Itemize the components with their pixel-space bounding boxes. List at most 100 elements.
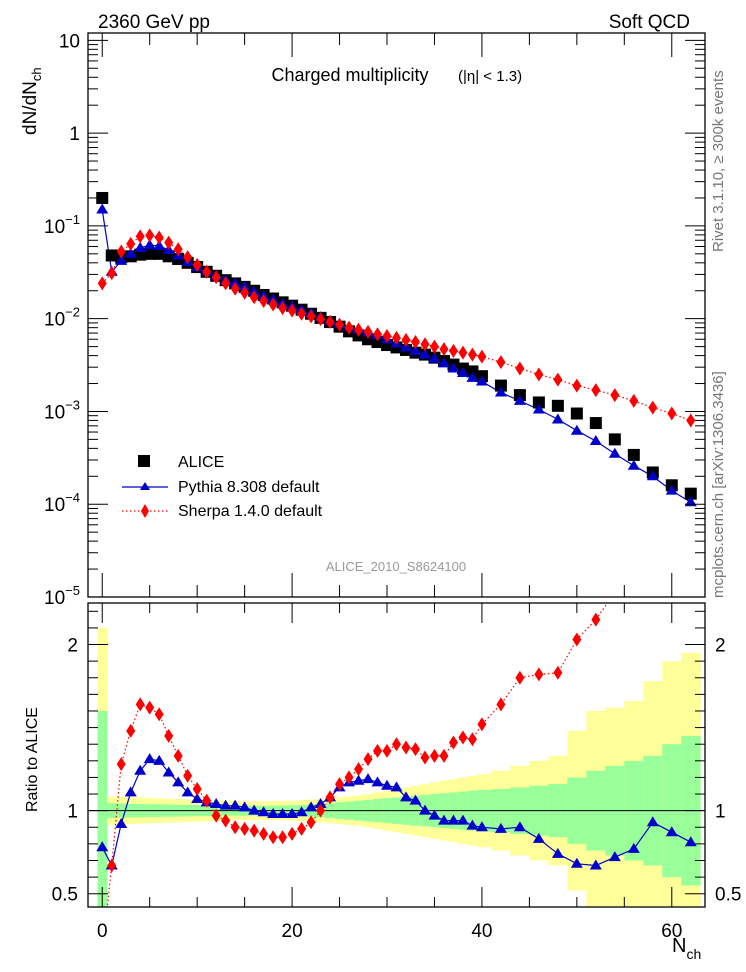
energy-label: 2360 GeV pp bbox=[98, 12, 210, 33]
main-point-pythia bbox=[608, 447, 621, 458]
main-point-sherpa bbox=[629, 393, 639, 408]
main-point-alice bbox=[551, 399, 564, 412]
ratio-panel: 0.5 0.51 12 20 20 40 60 Ratio to ALICE Nch bbox=[24, 602, 741, 962]
ratio-point-pythia bbox=[295, 806, 308, 817]
legend-item-alice: ALICE bbox=[138, 454, 224, 471]
main-point-pythia bbox=[589, 435, 602, 446]
main-point-pythia bbox=[665, 484, 678, 495]
ratio-point-pythia bbox=[570, 857, 583, 868]
ratio-point-pythia bbox=[276, 807, 289, 818]
xtick-label: 0 bbox=[97, 921, 108, 942]
main-point-pythia bbox=[447, 362, 460, 373]
ratio-frame bbox=[87, 602, 706, 908]
ratio-point-sherpa bbox=[164, 728, 174, 743]
main-point-alice bbox=[627, 448, 640, 461]
ratio-point-pythia bbox=[210, 798, 223, 809]
ratio-point-sherpa bbox=[382, 743, 392, 758]
main-point-pythia bbox=[466, 371, 479, 382]
main-point-alice bbox=[143, 247, 156, 260]
main-point-pythia bbox=[96, 203, 109, 214]
main-ytick-label: 10 bbox=[59, 31, 80, 52]
main-point-sherpa bbox=[363, 324, 373, 339]
ratio-point-sherpa bbox=[202, 793, 212, 808]
ratio-point-pythia bbox=[627, 842, 640, 853]
main-point-sherpa bbox=[373, 327, 383, 342]
ratio-point-sherpa bbox=[344, 770, 354, 785]
ratio-point-sherpa bbox=[183, 768, 193, 783]
xlabel: Nch bbox=[672, 935, 701, 962]
ratio-point-sherpa bbox=[154, 707, 164, 722]
main-point-sherpa bbox=[192, 257, 202, 272]
ratio-point-sherpa bbox=[401, 740, 411, 755]
ratio-point-pythia bbox=[248, 804, 261, 815]
ratio-point-pythia bbox=[456, 814, 469, 825]
ratio-ytick-label: 1 bbox=[67, 802, 78, 823]
main-ytick-label: 10−4 bbox=[44, 490, 80, 516]
main-point-sherpa bbox=[667, 406, 677, 421]
ratio-point-pythia bbox=[494, 822, 507, 833]
main-point-sherpa bbox=[145, 228, 155, 243]
legend-marker-diamond bbox=[141, 504, 149, 518]
ratio-point-sherpa bbox=[429, 748, 439, 763]
ratio-point-sherpa bbox=[316, 803, 326, 818]
main-point-pythia bbox=[627, 459, 640, 470]
ratio-point-pythia bbox=[684, 836, 697, 847]
main-point-alice bbox=[494, 379, 507, 392]
ratio-point-sherpa bbox=[249, 823, 259, 838]
main-point-sherpa bbox=[410, 335, 420, 350]
main-point-sherpa bbox=[325, 315, 335, 330]
main-point-alice bbox=[466, 365, 479, 378]
ratio-point-pythia bbox=[362, 773, 375, 784]
ratio-point-sherpa bbox=[467, 732, 477, 747]
main-point-sherpa bbox=[164, 235, 174, 250]
ratio-point-pythia bbox=[608, 851, 621, 862]
ratio-point-pythia bbox=[257, 806, 270, 817]
main-point-sherpa bbox=[297, 306, 307, 321]
ratio-point-sherpa bbox=[306, 815, 316, 830]
main-point-sherpa bbox=[173, 242, 183, 257]
main-point-sherpa bbox=[686, 413, 696, 428]
ratio-point-sherpa bbox=[278, 830, 288, 845]
main-point-pythia bbox=[646, 470, 659, 481]
ratio-point-sherpa bbox=[126, 723, 136, 738]
main-point-pythia bbox=[124, 247, 137, 258]
xtick-label: 20 bbox=[282, 921, 303, 942]
main-point-pythia bbox=[513, 394, 526, 405]
ratio-point-pythia bbox=[466, 819, 479, 830]
main-point-sherpa bbox=[202, 264, 212, 279]
ratio-ytick-label: 0.5 bbox=[52, 885, 78, 906]
ratio-point-sherpa bbox=[373, 743, 383, 758]
ratio-point-sherpa bbox=[448, 735, 458, 750]
legend-marker-square bbox=[138, 455, 150, 467]
main-point-alice bbox=[589, 417, 602, 430]
eta-annotation: (|η| < 1.3) bbox=[458, 68, 522, 85]
main-point-sherpa bbox=[401, 332, 411, 347]
main-point-sherpa bbox=[126, 236, 136, 251]
ratio-point-sherpa bbox=[477, 717, 487, 732]
main-point-sherpa bbox=[467, 347, 477, 362]
ratio-point-pythia bbox=[409, 794, 422, 805]
main-point-sherpa bbox=[268, 297, 278, 312]
main-ylabel-text: dN/dNch bbox=[20, 67, 44, 135]
xlabel-text: Nch bbox=[672, 935, 701, 962]
ratio-point-pythia bbox=[390, 781, 403, 792]
main-point-pythia bbox=[532, 403, 545, 414]
ratio-point-pythia bbox=[314, 798, 327, 809]
ratio-point-pythia bbox=[399, 791, 412, 802]
main-ytick-label: 10−5 bbox=[44, 583, 80, 609]
analysis-watermark: ALICE_2010_S8624100 bbox=[326, 559, 466, 574]
xtick-label: 40 bbox=[471, 921, 492, 942]
ratio-point-sherpa bbox=[135, 697, 145, 712]
ratio-point-sherpa bbox=[553, 665, 563, 680]
main-point-pythia bbox=[143, 239, 156, 250]
legend-item-pythia: Pythia 8.308 default bbox=[122, 479, 320, 496]
main-point-pythia bbox=[409, 344, 422, 355]
ratio-bands bbox=[88, 627, 705, 907]
legend-item-sherpa: Sherpa 1.4.0 default bbox=[122, 503, 323, 520]
category-label: Soft QCD bbox=[609, 12, 690, 33]
ratio-ytick-label: 2 bbox=[67, 636, 78, 657]
main-point-sherpa bbox=[515, 361, 525, 376]
main-point-sherpa bbox=[211, 270, 221, 285]
ratio-point-sherpa bbox=[221, 813, 231, 828]
ratio-point-pythia bbox=[371, 776, 384, 787]
